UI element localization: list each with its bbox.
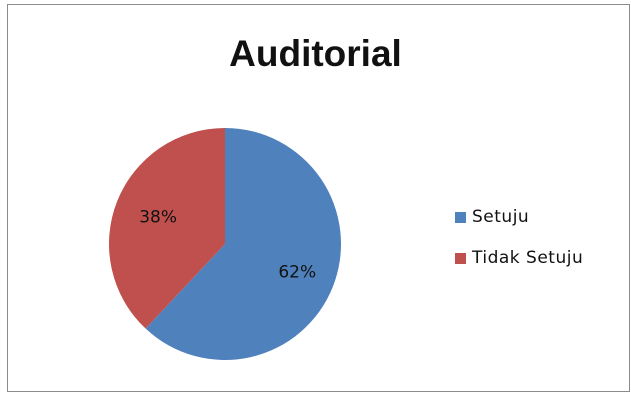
pie-slice-tidak-setuju [108,128,225,329]
chart-title: Auditorial [229,33,402,74]
legend-label-tidak-setuju: Tidak Setuju [472,248,584,268]
data-label-setuju: 62% [278,263,316,283]
legend-label-setuju: Setuju [472,207,530,227]
legend-item-tidak-setuju: Tidak Setuju [455,247,583,269]
legend-swatch-setuju [455,211,466,223]
legend-swatch-tidak-setuju [455,252,466,264]
legend-item-setuju: Setuju [455,206,583,228]
pie-slice-setuju [145,128,341,361]
legend: Setuju Tidak Setuju [455,206,583,288]
data-label-tidak-setuju: 38% [139,208,177,228]
